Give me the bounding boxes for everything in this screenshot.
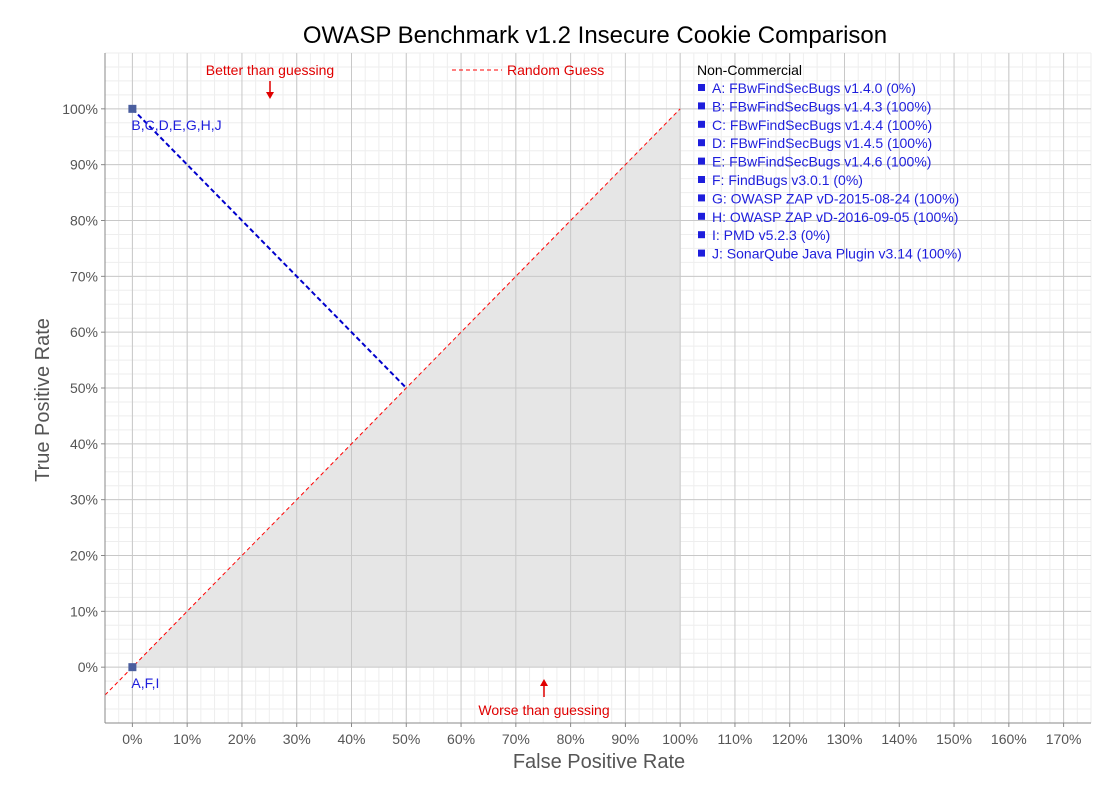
x-tick-label: 80% (557, 731, 585, 747)
legend-item: J: SonarQube Java Plugin v3.14 (100%) (712, 246, 962, 262)
y-tick-label: 30% (70, 492, 98, 508)
major-grid (105, 53, 1091, 723)
legend-item: C: FBwFindSecBugs v1.4.4 (100%) (712, 117, 932, 133)
y-tick-label: 90% (70, 157, 98, 173)
better-than-guessing-label: Better than guessing (206, 62, 334, 78)
x-tick-label: 100% (662, 731, 698, 747)
legend-item: H: OWASP ZAP vD-2016-09-05 (100%) (712, 209, 958, 225)
legend-item: E: FBwFindSecBugs v1.4.6 (100%) (712, 154, 931, 170)
x-tick-label: 110% (718, 731, 753, 747)
x-tick-label: 0% (122, 731, 142, 747)
x-tick-label: 30% (283, 731, 311, 747)
data-point-label: A,F,I (131, 675, 159, 691)
legend-marker (698, 231, 705, 239)
x-tick-label: 90% (611, 731, 639, 747)
better-arrow (266, 81, 274, 99)
legend-marker (698, 139, 705, 147)
x-tick-label: 140% (881, 731, 917, 747)
y-tick-labels: 0% 10% 20% 30% 40% 50% 60% 70% 80% 90% 100% (62, 101, 105, 675)
x-tick-label: 70% (502, 731, 530, 747)
best-connector-line (131, 108, 407, 389)
worse-arrow (540, 679, 548, 697)
data-point-label: B,C,D,E,G,H,J (131, 117, 221, 133)
legend-marker (698, 120, 705, 128)
random-guess-legend-label: Random Guess (507, 62, 604, 78)
legend-marker (698, 249, 705, 257)
y-tick-label: 80% (70, 213, 98, 229)
x-tick-labels: 0% 10% 20% 30% 40% 50% 60% 70% 80% 90% 100% 110% 120… (122, 723, 1082, 747)
x-tick-label: 150% (936, 731, 972, 747)
y-tick-label: 60% (70, 324, 98, 340)
better-arrow-head (266, 92, 274, 99)
x-tick-label: 40% (337, 731, 365, 747)
legend-marker (698, 212, 705, 220)
legend-heading: Non-Commercial (697, 62, 802, 78)
data-points: B,C,D,E,G,H,J A,F,I (128, 104, 222, 691)
legend-marker (698, 194, 705, 202)
legend-item: B: FBwFindSecBugs v1.4.3 (100%) (712, 98, 931, 114)
x-axis-title: False Positive Rate (513, 751, 685, 773)
x-tick-label: 130% (827, 731, 863, 747)
legend-marker (698, 157, 705, 165)
y-tick-label: 50% (70, 380, 98, 396)
y-tick-label: 0% (78, 659, 98, 675)
y-tick-label: 70% (70, 268, 98, 284)
data-point (128, 663, 137, 672)
legend-item: I: PMD v5.2.3 (0%) (712, 227, 830, 243)
legend-marker (698, 84, 705, 91)
legend-marker (698, 102, 705, 110)
x-tick-label: 160% (991, 731, 1027, 747)
x-tick-label: 10% (173, 731, 201, 747)
chart-title: OWASP Benchmark v1.2 Insecure Cookie Com… (303, 22, 887, 49)
worse-arrow-head (540, 679, 548, 686)
y-axis-title: True Positive Rate (32, 318, 54, 482)
x-tick-label: 170% (1046, 731, 1082, 747)
y-tick-label: 20% (70, 548, 98, 564)
y-tick-label: 40% (70, 436, 98, 452)
y-tick-label: 10% (70, 603, 98, 619)
data-point (128, 104, 137, 113)
worse-than-guessing-label: Worse than guessing (478, 702, 609, 718)
x-tick-label: 20% (228, 731, 256, 747)
random-guess-line (104, 108, 681, 696)
x-tick-label: 60% (447, 731, 475, 747)
legend-item: F: FindBugs v3.0.1 (0%) (712, 172, 863, 188)
x-tick-label: 50% (392, 731, 420, 747)
legend-marker (698, 176, 705, 183)
y-tick-label: 100% (62, 101, 98, 117)
x-tick-label: 120% (772, 731, 808, 747)
legend: A: FBwFindSecBugs v1.4.0 (0%) B: FBwFindS… (698, 80, 962, 262)
legend-item: A: FBwFindSecBugs v1.4.0 (0%) (712, 80, 916, 96)
legend-item: G: OWASP ZAP vD-2015-08-24 (100%) (712, 190, 959, 206)
legend-item: D: FBwFindSecBugs v1.4.5 (100%) (712, 135, 932, 151)
